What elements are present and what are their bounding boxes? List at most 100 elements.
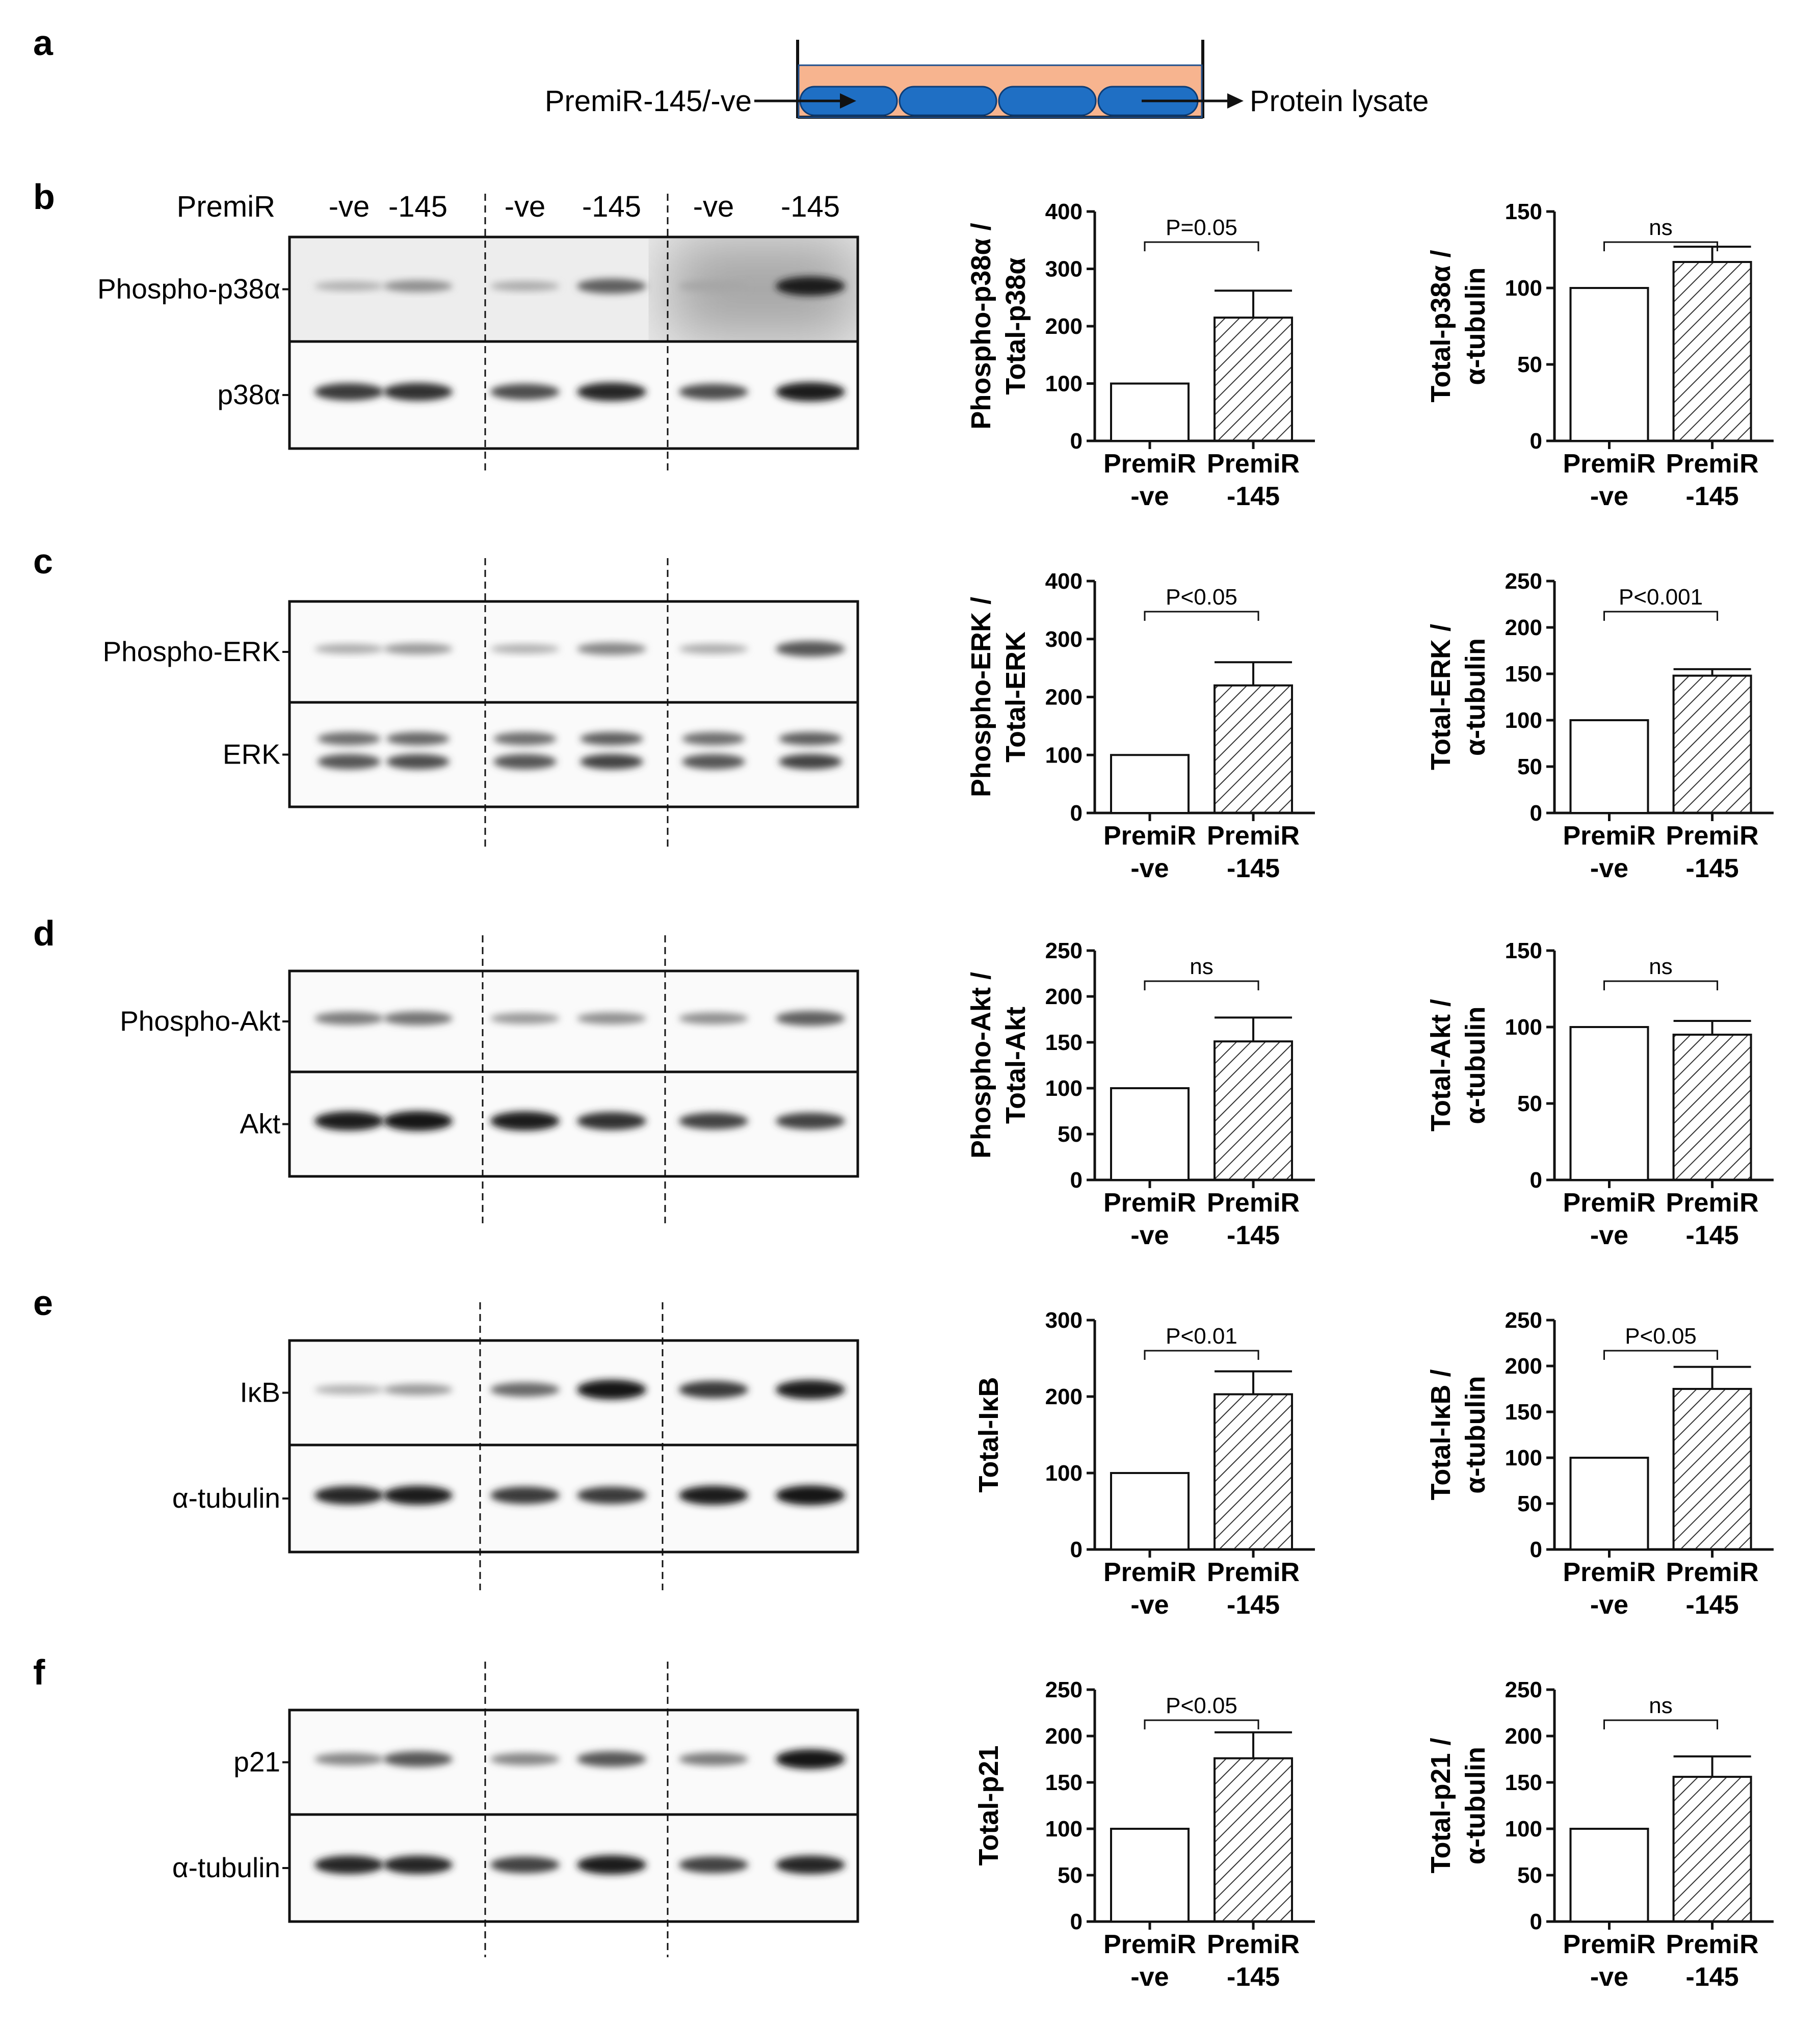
blot-band: [490, 383, 560, 400]
blot-band: [776, 382, 845, 402]
blot-panel-c: c Phospho-ERK ERK: [33, 541, 859, 849]
bar-treated: [1214, 317, 1294, 442]
significance-bracket: [1144, 611, 1259, 621]
blot-row-label: Phospho-Akt: [120, 1005, 280, 1037]
significance-label: ns: [1649, 215, 1672, 240]
blot-background: [289, 1710, 858, 1815]
y-tick-label: 0: [1070, 801, 1083, 826]
blot-band: [314, 1855, 384, 1874]
y-tick-label: 200: [1505, 1354, 1542, 1379]
y-tick-label: 100: [1505, 1445, 1542, 1470]
blot-band: [490, 1111, 560, 1131]
bar-treated: [1214, 1040, 1294, 1181]
blot-band: [679, 644, 748, 654]
x-category-label: PremiR: [1563, 1558, 1655, 1587]
blot-band: [679, 1381, 748, 1399]
blot-band: [776, 1380, 845, 1400]
significance-label: P<0.05: [1166, 585, 1237, 610]
y-axis-label: Total-Akt: [1000, 1007, 1031, 1124]
significance-bracket: [1603, 1350, 1719, 1360]
y-axis-label: Total-Akt /: [1426, 999, 1456, 1132]
bar-chart-f-2: 0 50 100 150 200 250 PremiR -ve PremiR -145 ns Tota…: [1426, 1677, 1774, 1992]
blot-band: [314, 1111, 384, 1131]
blot-background: [289, 1815, 858, 1922]
y-tick-label: 100: [1045, 372, 1083, 397]
blot-background: [289, 971, 858, 1072]
blot-background: [289, 341, 858, 449]
y-tick-label: 150: [1045, 1770, 1083, 1795]
blot-band: [490, 644, 560, 654]
blot-band: [314, 1012, 384, 1025]
y-tick-label: 300: [1045, 1308, 1083, 1333]
x-category-label: PremiR: [1103, 821, 1196, 851]
blot-band: [314, 1486, 384, 1505]
blot-band: [383, 383, 453, 401]
significance-label: ns: [1649, 954, 1672, 979]
blot-panel-d: d Phospho-Akt Akt: [33, 913, 859, 1223]
y-tick-label: 250: [1505, 1677, 1542, 1702]
blot-band: [776, 1485, 845, 1506]
blot-band: [776, 1112, 845, 1129]
bar-chart-b-2: 0 50 100 150 PremiR -ve PremiR -145 ns Total-p38α…: [1426, 199, 1774, 511]
bar-control: [1569, 719, 1649, 814]
y-axis-label: α-tubulin: [1460, 1747, 1491, 1864]
significance-bracket: [1603, 1719, 1719, 1729]
blot-band: [779, 732, 842, 746]
significance-label: P<0.05: [1166, 1693, 1237, 1718]
x-category-label: PremiR: [1563, 1188, 1655, 1218]
y-axis-label: Total-ERK /: [1426, 624, 1456, 770]
blot-row-label: ERK: [223, 739, 280, 770]
blot-band: [577, 278, 646, 294]
significance-bracket: [1144, 1350, 1259, 1360]
blot-band: [383, 643, 453, 655]
blot-band: [386, 732, 450, 746]
blot-band: [314, 383, 384, 401]
blot-band: [383, 280, 453, 292]
y-tick-label: 150: [1505, 938, 1542, 963]
y-tick-label: 0: [1530, 1537, 1542, 1562]
blot-band: [383, 1855, 453, 1874]
bar-treated: [1214, 1757, 1294, 1923]
y-axis-label: α-tubulin: [1460, 1006, 1491, 1124]
y-tick-label: 50: [1517, 352, 1542, 377]
bar-control: [1110, 754, 1190, 814]
lane-label: -ve: [329, 190, 370, 223]
y-tick-label: 100: [1505, 276, 1542, 301]
y-axis-label: Total-IκB: [973, 1377, 1004, 1492]
blot-band: [577, 1112, 646, 1130]
x-category-label: PremiR: [1666, 1930, 1759, 1959]
significance-label: ns: [1190, 954, 1213, 979]
y-tick-label: 100: [1505, 1015, 1542, 1040]
y-tick-label: 0: [1530, 801, 1542, 826]
x-category-label: PremiR: [1103, 1558, 1196, 1587]
blot-band: [776, 641, 845, 657]
y-tick-label: 50: [1517, 1863, 1542, 1888]
blot-band: [490, 1382, 560, 1397]
blot-band: [679, 281, 748, 292]
y-tick-label: 200: [1505, 1724, 1542, 1749]
y-tick-label: 250: [1505, 1308, 1542, 1333]
y-tick-label: 400: [1045, 199, 1083, 224]
y-tick-label: 0: [1070, 1537, 1083, 1562]
y-axis-label: Total-p38α /: [1426, 250, 1456, 402]
y-tick-label: 0: [1070, 429, 1083, 454]
significance-bracket: [1144, 1719, 1259, 1729]
blot-band: [577, 1012, 646, 1024]
y-tick-label: 200: [1045, 314, 1083, 339]
blot-row-label: α-tubulin: [172, 1852, 280, 1883]
significance-bracket: [1144, 980, 1259, 990]
y-axis-label: Phospho-Akt /: [966, 972, 996, 1159]
panel-label: d: [33, 913, 55, 953]
blot-band: [493, 732, 557, 746]
y-tick-label: 250: [1505, 569, 1542, 594]
blot-band: [493, 754, 557, 770]
panel-label: c: [33, 541, 53, 581]
y-axis-label: Phospho-p38α /: [966, 223, 996, 429]
y-tick-label: 100: [1045, 743, 1083, 768]
y-axis-label: α-tubulin: [1460, 638, 1491, 756]
x-category-label: PremiR: [1103, 1930, 1196, 1959]
x-category-label: -ve: [1590, 482, 1628, 511]
x-category-label: -145: [1686, 1221, 1739, 1250]
blot-panel-b: b PremiR -ve -145 -ve -145 -ve -145 Phospho-p38α…: [33, 177, 859, 474]
y-tick-label: 250: [1045, 938, 1083, 963]
